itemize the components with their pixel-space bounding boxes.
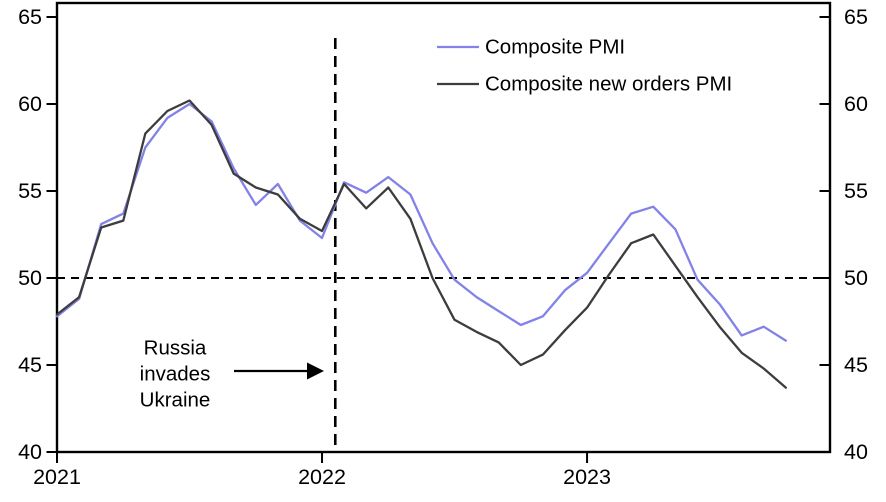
legend-label-composite-new-orders-pmi: Composite new orders PMI	[485, 73, 732, 96]
y-label-left-65: 65	[18, 5, 42, 29]
y-label-right-55: 55	[844, 179, 868, 203]
y-label-left-55: 55	[18, 179, 42, 203]
y-label-right-40: 40	[844, 440, 868, 464]
series-line-composite-new-orders-pmi	[55, 99, 787, 389]
annotation-text-line-3: Ukraine	[140, 389, 211, 412]
series-layer	[55, 99, 787, 389]
axes-layer: 40 40 45 45 50 50 55 55 60 60 65 65 2021 2022 2023	[18, 1, 868, 489]
event-annotation: Russia invades Ukraine	[140, 337, 324, 412]
series-line-composite-pmi	[55, 102, 787, 342]
legend: Composite PMI Composite new orders PMI	[437, 36, 732, 96]
annotation-text-line-1: Russia	[144, 337, 207, 360]
y-label-left-40: 40	[18, 440, 42, 464]
legend-label-composite-pmi: Composite PMI	[485, 36, 625, 59]
y-label-right-60: 60	[844, 92, 868, 116]
y-label-left-60: 60	[18, 92, 42, 116]
plot-frame	[55, 1, 832, 454]
y-label-right-45: 45	[844, 353, 868, 377]
y-label-right-65: 65	[844, 5, 868, 29]
annotation-arrow-head	[307, 362, 324, 380]
y-label-left-45: 45	[18, 353, 42, 377]
annotation-text-line-2: invades	[140, 363, 211, 386]
x-label-2022: 2022	[298, 465, 346, 489]
y-label-right-50: 50	[844, 266, 868, 290]
x-label-2021: 2021	[33, 465, 81, 489]
y-label-left-50: 50	[18, 266, 42, 290]
x-label-2023: 2023	[563, 465, 611, 489]
